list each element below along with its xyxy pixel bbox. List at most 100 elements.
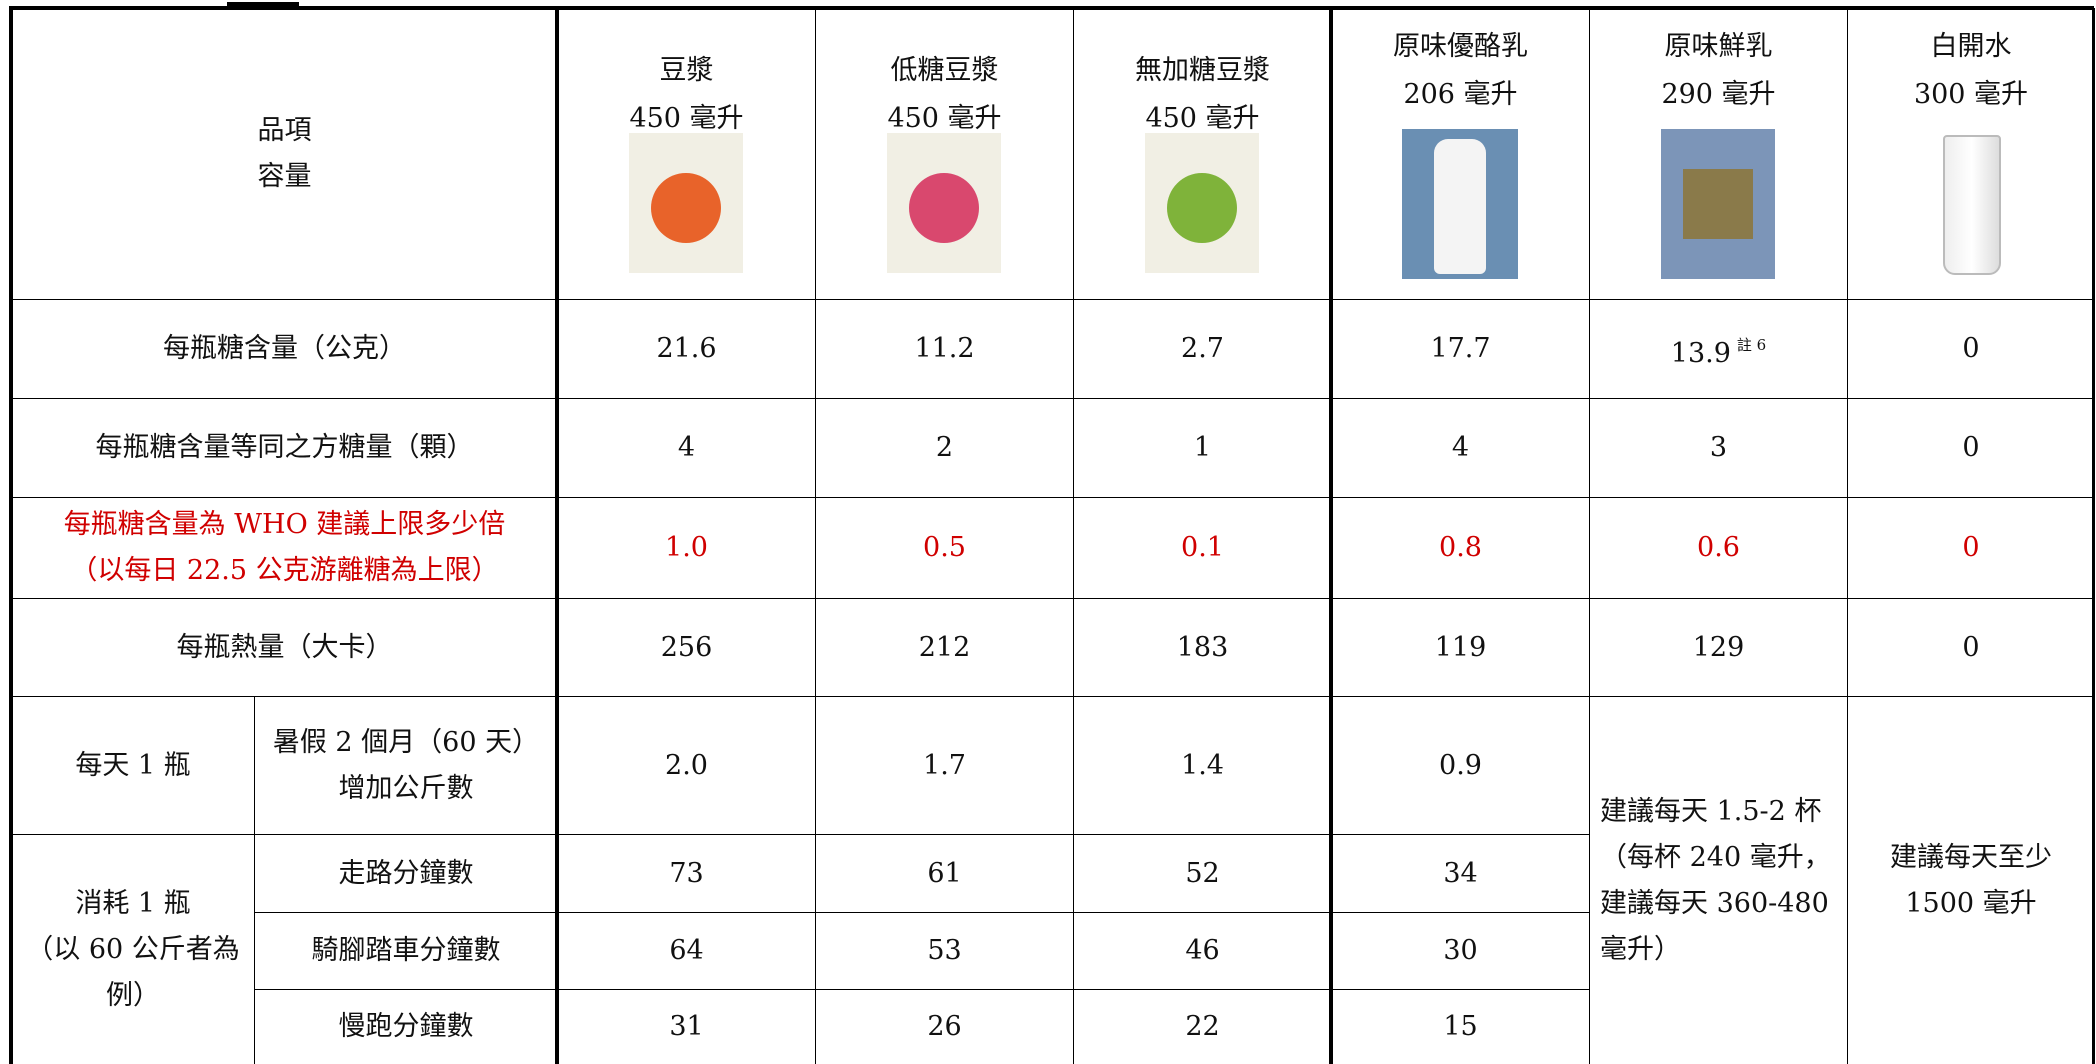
cell-value: 1 <box>1194 425 1211 471</box>
product-image <box>1145 133 1259 273</box>
product-volume: 206 毫升 <box>1403 71 1517 119</box>
recommendation-line: 1500 毫升 <box>1905 881 2036 927</box>
cell-value: 22 <box>1185 1004 1219 1050</box>
cell-value: 0 <box>1962 326 1979 372</box>
table-rule <box>11 6 2094 10</box>
value-cell: 0 <box>1847 398 2095 498</box>
header-label: 容量 <box>258 154 312 200</box>
value-cell: 0 <box>1847 299 2095 399</box>
recommendation-line: 建議每天 360-480 <box>1600 881 1829 927</box>
product-name: 低糖豆漿 <box>891 47 999 95</box>
recommendation-line: （每杯 240 毫升， <box>1600 835 1831 881</box>
value-cell: 73 <box>557 834 816 913</box>
value-cell: 11.2 <box>815 299 1074 399</box>
carton-print <box>1167 173 1237 243</box>
cell-value: 1.0 <box>665 525 708 571</box>
recommendation-line: 毫升） <box>1600 927 1681 973</box>
row-label-line: 每瓶熱量（大卡） <box>177 625 393 671</box>
group-label-line: （以 60 公斤者為 <box>26 927 240 973</box>
value-cell: 64 <box>557 912 816 990</box>
cell-value: 31 <box>669 1004 703 1050</box>
value-cell: 17.7 <box>1331 299 1590 399</box>
product-name: 無加糖豆漿 <box>1135 47 1270 95</box>
cell-value: 11.2 <box>914 326 974 372</box>
cell-value: 21.6 <box>656 326 716 372</box>
value-cell: 2 <box>815 398 1074 498</box>
value-cell: 0.6 <box>1589 497 1848 599</box>
value-cell: 26 <box>815 989 1074 1064</box>
product-volume: 290 毫升 <box>1661 71 1775 119</box>
value-cell: 52 <box>1073 834 1332 913</box>
sub-label: 慢跑分鐘數 <box>254 989 558 1064</box>
row-label-line: 每瓶糖含量（公克） <box>163 326 406 372</box>
row-label: 每瓶糖含量（公克） <box>11 299 558 399</box>
product-image <box>629 133 743 273</box>
value-cell: 34 <box>1331 834 1590 913</box>
product-volume: 300 毫升 <box>1914 71 2028 119</box>
value-cell: 129 <box>1589 598 1848 697</box>
row-label-line: 每瓶糖含量等同之方糖量（顆） <box>96 425 474 471</box>
cell-value: 52 <box>1185 851 1219 897</box>
cell-value: 0 <box>1962 425 1979 471</box>
sub-label-line: 走路分鐘數 <box>339 851 474 897</box>
sub-label-line: 暑假 2 個月（60 天） <box>273 720 539 766</box>
cell-value: 2 <box>936 425 953 471</box>
value-cell: 1 <box>1073 398 1332 498</box>
value-cell: 0.5 <box>815 497 1074 599</box>
row-label-line: （以每日 22.5 公克游離糖為上限） <box>70 548 498 594</box>
cell-value: 1.4 <box>1181 743 1224 789</box>
cell-value: 129 <box>1693 625 1745 671</box>
value-cell: 46 <box>1073 912 1332 990</box>
product-image <box>887 133 1001 273</box>
cell-value: 30 <box>1443 928 1477 974</box>
value-cell: 61 <box>815 834 1074 913</box>
value-cell: 4 <box>557 398 816 498</box>
recommendation: 建議每天 1.5-2 杯（每杯 240 毫升，建議每天 360-480毫升） <box>1589 696 1848 1064</box>
sub-label-line: 慢跑分鐘數 <box>339 1004 474 1050</box>
cell-value: 0 <box>1962 525 1979 571</box>
product-image <box>1402 129 1518 279</box>
value-cell: 1.7 <box>815 696 1074 835</box>
row-label: 每瓶熱量（大卡） <box>11 598 558 697</box>
cell-value: 34 <box>1443 851 1477 897</box>
table-rule <box>2092 8 2095 1064</box>
group-label-line: 每天 1 瓶 <box>75 743 190 789</box>
value-cell: 119 <box>1331 598 1590 697</box>
cell-value: 46 <box>1185 928 1219 974</box>
cell-value: 4 <box>1452 425 1469 471</box>
cell-value: 2.0 <box>665 743 708 789</box>
cell-value: 2.7 <box>1181 326 1224 372</box>
product-name: 豆漿 <box>660 47 714 95</box>
cell-value: 0.9 <box>1439 743 1482 789</box>
table-rule <box>1329 8 1333 1064</box>
cell-value: 26 <box>927 1004 961 1050</box>
value-cell: 1.0 <box>557 497 816 599</box>
value-cell: 21.6 <box>557 299 816 399</box>
value-cell: 212 <box>815 598 1074 697</box>
value-cell: 0.8 <box>1331 497 1590 599</box>
row-label: 每瓶糖含量等同之方糖量（顆） <box>11 398 558 498</box>
sub-label: 暑假 2 個月（60 天）增加公斤數 <box>254 696 558 835</box>
value-cell: 256 <box>557 598 816 697</box>
header-label: 品項 <box>258 108 312 154</box>
sub-label-line: 增加公斤數 <box>339 766 474 812</box>
product-image <box>1943 135 2001 275</box>
product-name: 原味鮮乳 <box>1665 23 1773 71</box>
cell-value: 73 <box>669 851 703 897</box>
value-cell: 0 <box>1847 598 2095 697</box>
value-cell: 183 <box>1073 598 1332 697</box>
cell-value: 0.8 <box>1439 525 1482 571</box>
group-label-line: 消耗 1 瓶 <box>75 881 190 927</box>
cell-value: 119 <box>1435 625 1487 671</box>
cell-value: 64 <box>669 928 703 974</box>
cell-value: 15 <box>1443 1004 1477 1050</box>
cell-value: 4 <box>678 425 695 471</box>
value-cell: 15 <box>1331 989 1590 1064</box>
value-cell: 2.0 <box>557 696 816 835</box>
sub-label-line: 騎腳踏車分鐘數 <box>312 928 501 974</box>
value-cell: 1.4 <box>1073 696 1332 835</box>
value-cell: 4 <box>1331 398 1590 498</box>
